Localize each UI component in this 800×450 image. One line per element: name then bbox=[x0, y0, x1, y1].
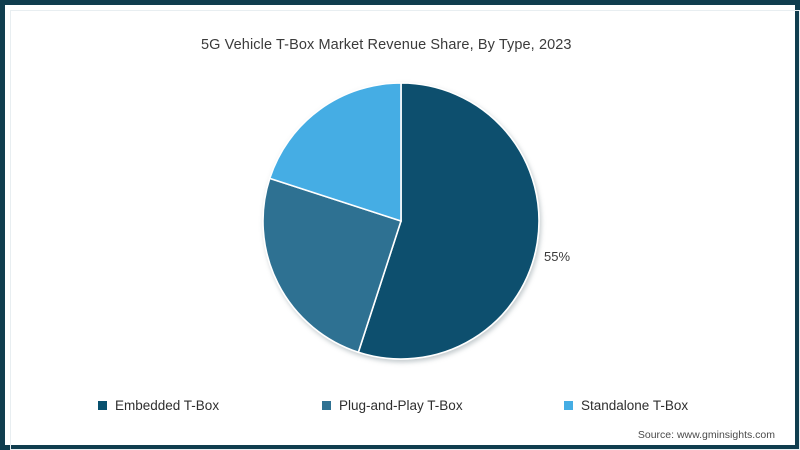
legend-label-plug-and-play-t-box: Plug-and-Play T-Box bbox=[339, 397, 463, 413]
pie-slice-plug-and-play-t-box[interactable] bbox=[262, 177, 403, 354]
legend-item-standalone-t-box[interactable]: Standalone T-Box bbox=[564, 396, 688, 414]
legend-swatch-icon bbox=[564, 400, 573, 410]
pie-slice-standalone-t-box[interactable] bbox=[268, 82, 402, 223]
pie-data-label-embedded: 55% bbox=[544, 249, 571, 264]
pie-slice-embedded-t-box[interactable] bbox=[357, 82, 540, 360]
pie-chart bbox=[262, 82, 540, 360]
legend-item-embedded-t-box[interactable]: Embedded T-Box bbox=[98, 396, 219, 414]
pie-chart-svg bbox=[262, 82, 540, 360]
pie-slices-group bbox=[262, 82, 540, 360]
source-attribution: Source: www.gminsights.com bbox=[637, 429, 775, 441]
legend-label-standalone-t-box: Standalone T-Box bbox=[581, 397, 689, 413]
page-title: 5G Vehicle T-Box Market Revenue Share, B… bbox=[201, 37, 572, 53]
chart-legend: Embedded T-Box Plug-and-Play T-Box Stand… bbox=[98, 396, 723, 414]
legend-label-embedded-t-box: Embedded T-Box bbox=[115, 397, 220, 413]
legend-item-plug-and-play-t-box[interactable]: Plug-and-Play T-Box bbox=[322, 396, 463, 414]
legend-swatch-icon bbox=[322, 400, 331, 410]
legend-swatch-icon bbox=[98, 400, 107, 410]
